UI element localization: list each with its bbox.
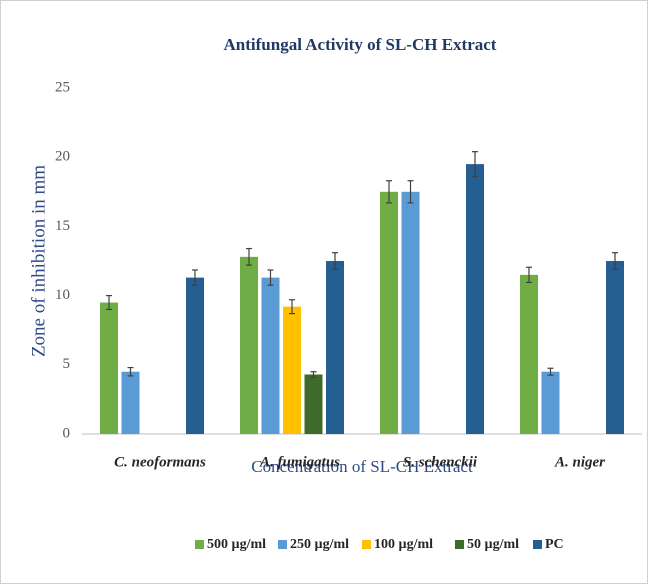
legend-label: 100 µg/ml	[374, 537, 433, 552]
bar	[606, 261, 624, 434]
bar	[121, 371, 140, 434]
legend-swatch	[533, 540, 542, 549]
legend-label: 50 µg/ml	[467, 537, 519, 552]
x-axis-title: Concentration of SL-CH Extract	[251, 457, 473, 476]
bar	[304, 374, 323, 434]
bar	[261, 277, 280, 434]
legend-label: PC	[545, 537, 564, 552]
y-tick-label: 0	[63, 425, 71, 441]
chart-title: Antifungal Activity of SL-CH Extract	[224, 35, 497, 54]
x-tick-label: A. fumigatus	[259, 454, 340, 470]
y-tick-label: 15	[55, 218, 70, 234]
legend-label: 500 µg/ml	[207, 537, 266, 552]
bar	[186, 277, 204, 434]
bar	[100, 302, 118, 434]
bar	[401, 191, 420, 434]
y-tick-label: 20	[55, 149, 70, 165]
x-tick-label: S. schenckii	[403, 454, 478, 470]
legend-swatch	[195, 540, 204, 549]
bar	[380, 191, 398, 434]
bar	[541, 371, 560, 434]
y-tick-label: 5	[63, 356, 71, 372]
y-tick-label: 25	[55, 79, 70, 95]
bar	[326, 261, 344, 434]
legend-swatch	[455, 540, 464, 549]
bar	[466, 164, 484, 434]
y-tick-label: 10	[55, 287, 70, 303]
bar	[520, 274, 538, 434]
bar	[240, 256, 258, 434]
x-tick-label: C. neoformans	[114, 454, 206, 470]
y-axis-title: Zone of inhibition in mm	[28, 165, 49, 357]
legend-swatch	[278, 540, 287, 549]
x-tick-label: A. niger	[554, 454, 605, 470]
legend-label: 250 µg/ml	[290, 537, 349, 552]
legend-swatch	[362, 540, 371, 549]
bar	[283, 306, 301, 434]
